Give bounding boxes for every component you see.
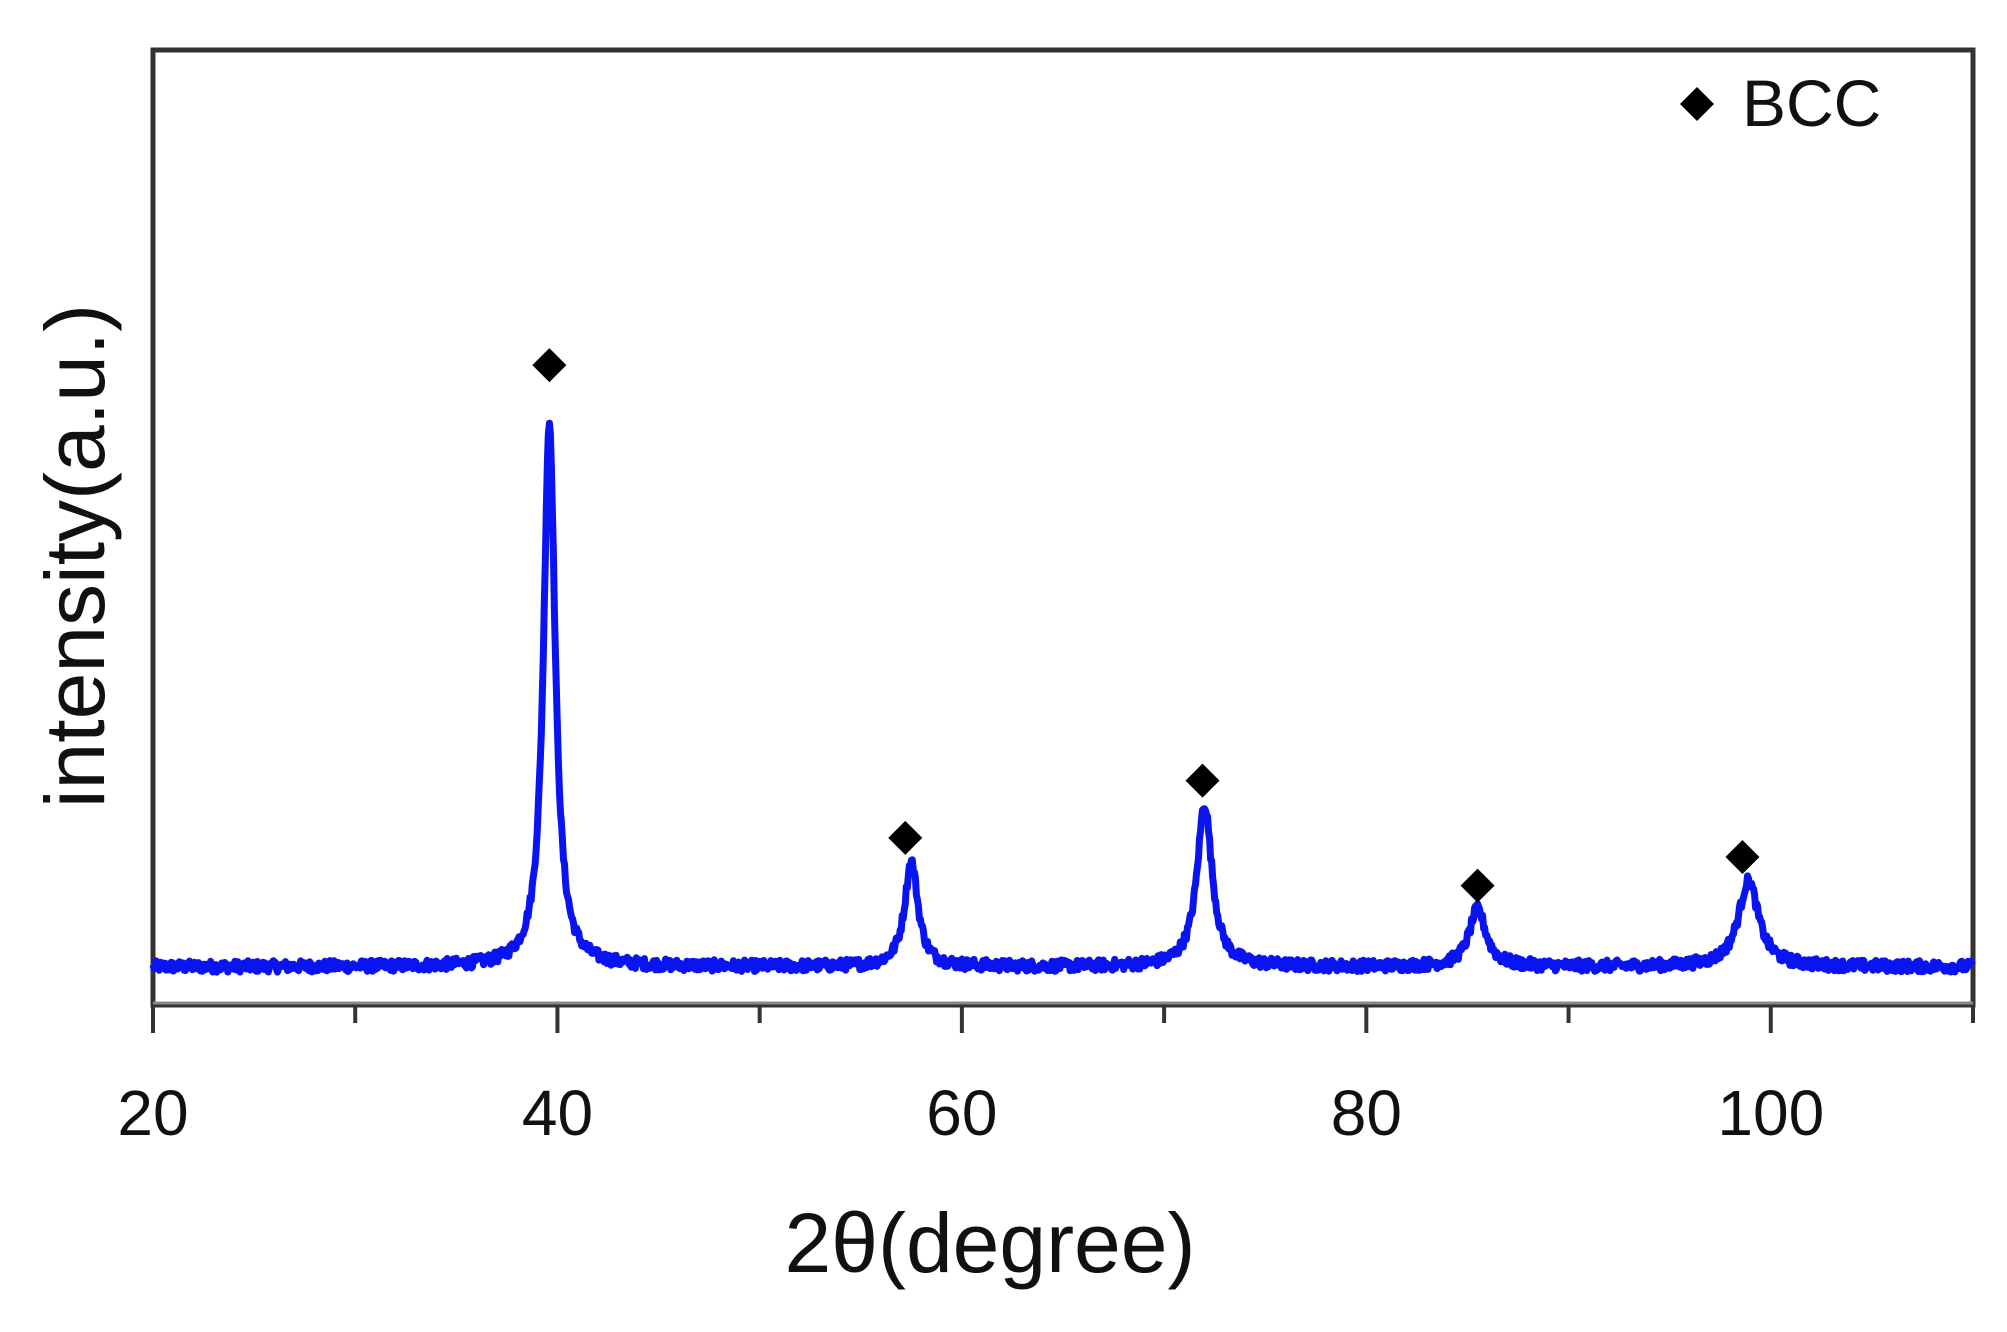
peak-markers (532, 348, 1760, 903)
x-tick-label-2: 60 (926, 1077, 997, 1149)
plot-frame (150, 47, 1976, 1008)
x-tick-label-1: 40 (522, 1077, 593, 1149)
series-line-0 (149, 419, 1976, 976)
legend-label: BCC (1742, 66, 1881, 140)
peak-marker-4 (1725, 839, 1760, 874)
x-tick-label-4: 100 (1717, 1077, 1824, 1149)
x-tick-label-0: 20 (117, 1077, 188, 1149)
x-tick-label-3: 80 (1331, 1077, 1402, 1149)
peak-marker-3 (1460, 868, 1495, 903)
series-layer (149, 419, 1976, 976)
legend-diamond-icon (1680, 87, 1714, 121)
x-axis-title: 2θ(degree) (785, 1196, 1196, 1290)
y-axis-title: intensity(a.u.) (28, 304, 122, 808)
peak-marker-2 (1185, 763, 1220, 798)
x-axis: 20 40 60 80 100 (117, 1005, 1975, 1149)
peak-marker-0 (532, 348, 567, 383)
legend: BCC (1680, 66, 1881, 140)
peak-marker-1 (888, 820, 923, 855)
